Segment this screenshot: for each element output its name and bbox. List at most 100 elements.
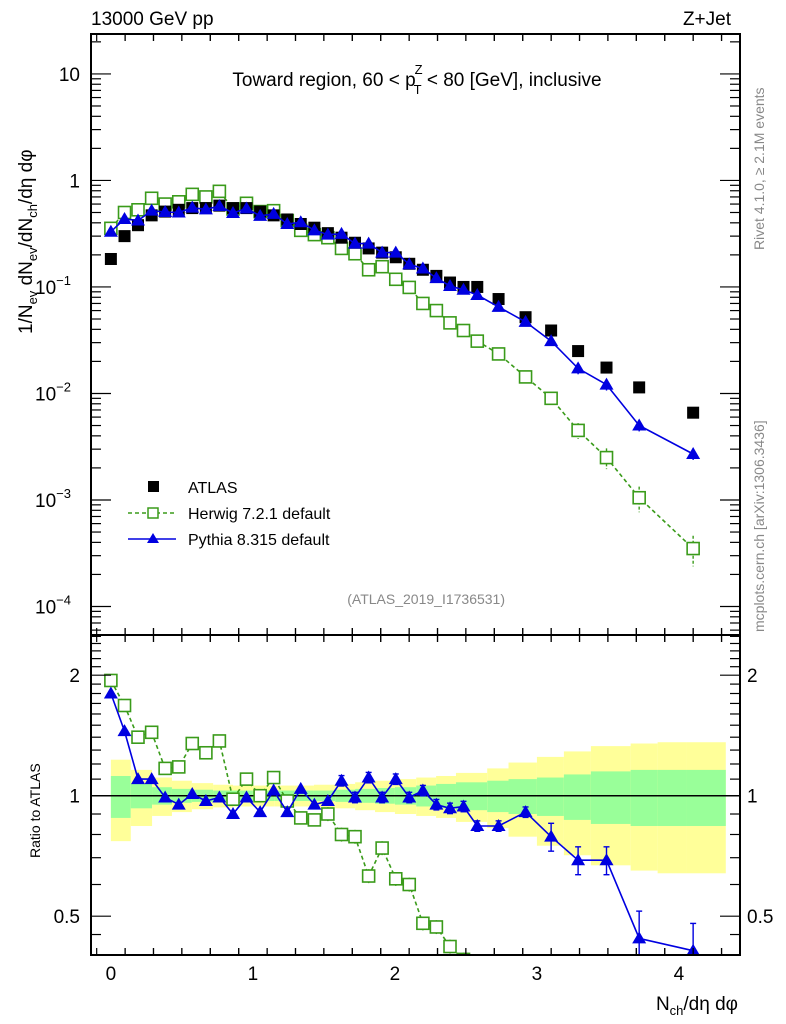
pythia-point <box>266 206 281 219</box>
legend-marker-herwig <box>147 507 159 519</box>
pythia-point <box>456 282 471 295</box>
pythia-ratio-point <box>266 783 281 796</box>
pythia-point <box>307 223 322 236</box>
ratio-tick-label-left: 0.5 <box>54 907 80 928</box>
pythia-point <box>334 226 349 239</box>
ratio-tick-label-right: 2 <box>747 666 758 687</box>
main-plot-data <box>103 184 701 567</box>
band-inner <box>686 769 726 827</box>
herwig-ratio-point <box>361 869 376 883</box>
legend: ATLAS Herwig 7.2.1 default Pythia 8.315 … <box>128 480 331 549</box>
pythia-ratio-point <box>518 805 533 818</box>
herwig-point <box>443 316 457 330</box>
legend-label-herwig: Herwig 7.2.1 default <box>188 506 331 523</box>
pythia-ratio-point <box>443 801 458 814</box>
x-tick-label: 2 <box>390 964 401 985</box>
herwig-point <box>212 184 227 199</box>
pythia-point <box>131 213 146 226</box>
pythia-ratio-point <box>117 724 132 737</box>
herwig-ratio-point <box>293 811 308 825</box>
herwig-point <box>518 370 533 384</box>
pythia-point <box>103 224 118 237</box>
herwig-point <box>632 490 646 505</box>
pythia-point <box>375 245 390 258</box>
atlas-point <box>545 324 558 337</box>
herwig-point <box>199 190 213 204</box>
herwig-ratio-point <box>266 770 281 785</box>
pythia-ratio-point <box>375 790 390 803</box>
atlas-point <box>104 252 117 265</box>
herwig-ratio-point <box>199 745 213 760</box>
header-right: Z+Jet <box>683 9 732 30</box>
pythia-point <box>117 211 132 224</box>
herwig-ratio-point <box>307 813 322 827</box>
herwig-point <box>185 187 200 202</box>
ratio-plot-data <box>91 673 740 955</box>
herwig-ratio-point <box>144 725 159 740</box>
pythia-point <box>491 299 506 312</box>
pythia-ratio-point <box>491 819 506 832</box>
pythia-point <box>239 201 254 214</box>
pythia-ratio-point <box>599 853 614 866</box>
band-inner <box>590 771 631 824</box>
analysis-id: (ATLAS_2019_I1736531) <box>347 591 505 607</box>
mcplots-label: mcplots.cern.ch [arXiv:1306.3436] <box>751 420 767 632</box>
herwig-point <box>348 246 362 261</box>
pythia-point <box>544 334 559 347</box>
pythia-point <box>144 203 159 216</box>
herwig-point <box>491 347 506 361</box>
pythia-ratio-point <box>415 783 430 796</box>
herwig-point <box>375 259 389 274</box>
pythia-point <box>599 377 614 390</box>
y-tick-label: 10−4 <box>35 592 71 618</box>
rivet-version-label: Rivet 4.1.0, ≥ 2.1M events <box>751 87 767 250</box>
band-inner <box>110 775 131 818</box>
pythia-point <box>388 245 403 258</box>
band-inner <box>563 774 591 820</box>
pythia-point <box>185 200 200 213</box>
band-inner <box>508 779 537 815</box>
y-tick-label: 10−3 <box>35 486 71 512</box>
y-tick-label: 10−2 <box>35 379 71 405</box>
herwig-ratio-point <box>429 920 444 934</box>
pythia-point <box>429 271 444 284</box>
pythia-ratio-point <box>470 819 485 832</box>
y-tick-label: 10−1 <box>35 273 71 299</box>
pythia-point <box>632 418 647 431</box>
pythia-point <box>348 236 363 249</box>
legend-entry-atlas: ATLAS <box>148 480 238 497</box>
y-tick-label: 1 <box>69 171 80 192</box>
pythia-line <box>110 205 694 455</box>
pythia-point <box>293 215 308 228</box>
herwig-ratio-point <box>321 807 335 821</box>
atlas-point <box>633 381 646 394</box>
herwig-ratio-point <box>117 698 132 713</box>
legend-entry-herwig: Herwig 7.2.1 default <box>128 506 331 523</box>
ratio-tick-label-left: 1 <box>69 787 80 808</box>
herwig-ratio-point <box>375 841 389 855</box>
pythia-ratio-point <box>388 772 403 785</box>
atlas-point <box>687 406 700 419</box>
herwig-point <box>429 303 444 318</box>
herwig-ratio-point <box>334 827 349 842</box>
pythia-point <box>402 257 417 270</box>
pythia-ratio-point <box>253 805 268 818</box>
herwig-ratio-point <box>348 829 362 844</box>
pythia-point <box>470 288 485 301</box>
herwig-ratio-point <box>226 792 240 807</box>
legend-entry-pythia: Pythia 8.315 default <box>128 532 330 549</box>
herwig-point <box>334 241 349 256</box>
pythia-ratio-point <box>571 853 586 866</box>
pythia-ratio-point <box>348 790 363 803</box>
ratio-tick-label-right: 1 <box>747 787 758 808</box>
pythia-point <box>361 236 376 249</box>
pythia-ratio-point <box>158 790 173 803</box>
herwig-ratio-point <box>402 877 417 892</box>
pythia-point <box>571 361 586 374</box>
pythia-point <box>171 205 186 218</box>
ratio-tick-label-right: 0.5 <box>747 907 773 928</box>
herwig-ratio-point <box>239 772 254 786</box>
x-tick-label: 3 <box>532 964 543 985</box>
legend-marker-atlas <box>148 481 159 492</box>
